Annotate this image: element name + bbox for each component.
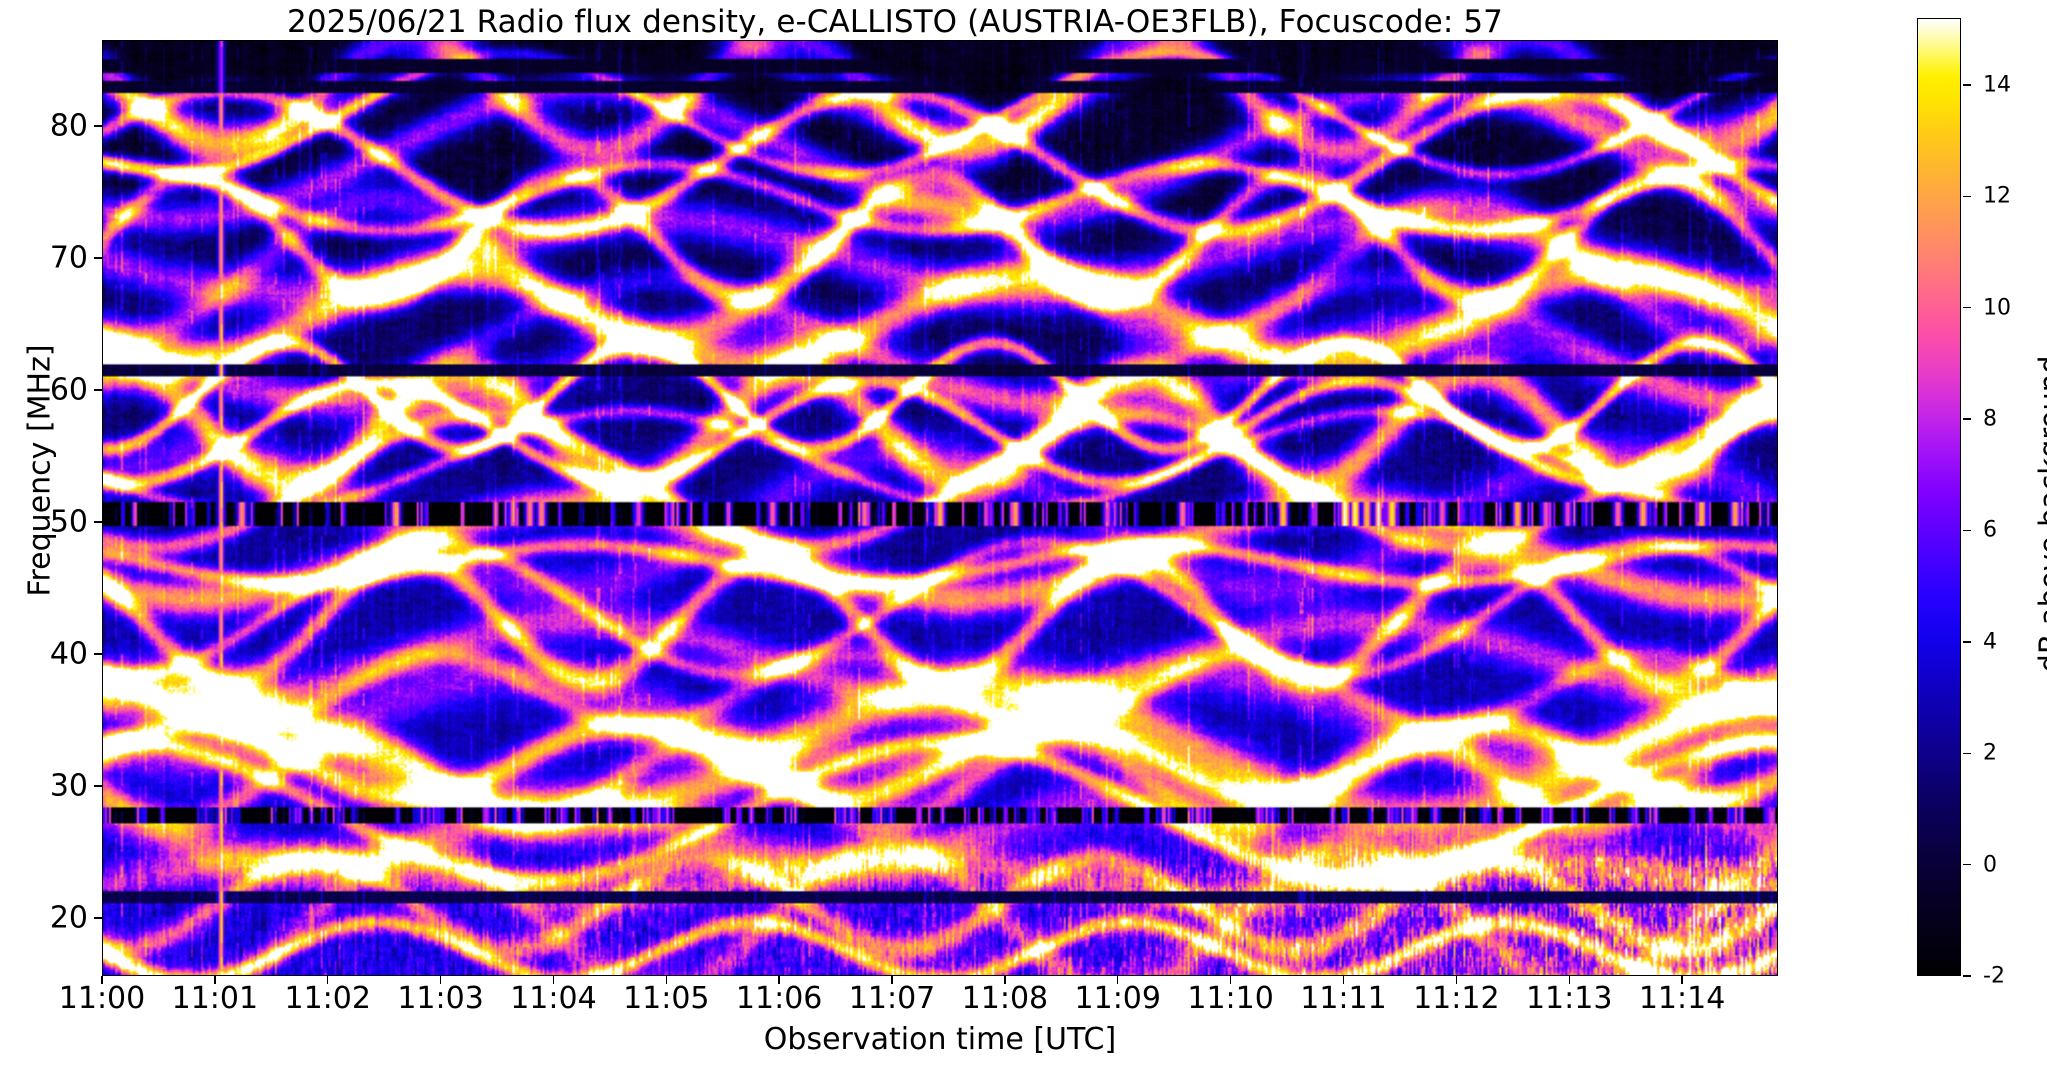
y-tick-label: 40	[49, 636, 88, 672]
x-tick-mark	[1342, 976, 1345, 984]
x-tick-label: 11:10	[1187, 981, 1274, 1016]
x-tick-label: 11:09	[1074, 981, 1161, 1016]
colorbar-tick-label: 2	[1983, 740, 1997, 766]
x-tick-mark	[1117, 976, 1119, 984]
y-tick-label: 50	[49, 504, 88, 540]
colorbar-label: dB above background	[2033, 355, 2047, 673]
x-tick-label: 11:04	[510, 981, 597, 1016]
colorbar-tick-label: 14	[1983, 72, 2011, 98]
colorbar	[1917, 18, 1961, 976]
y-tick-mark	[94, 917, 102, 919]
y-tick-label: 80	[49, 108, 88, 144]
colorbar-tick-mark	[1963, 195, 1971, 197]
x-tick-mark	[1229, 976, 1232, 984]
y-tick-label: 70	[49, 240, 88, 276]
colorbar-tick-mark	[1963, 641, 1971, 643]
x-tick-mark	[665, 976, 667, 984]
x-tick-label: 11:12	[1413, 981, 1500, 1016]
y-tick-label: 30	[49, 768, 88, 804]
x-tick-mark	[214, 976, 216, 984]
colorbar-tick-mark	[1963, 863, 1971, 866]
colorbar-tick-label: 12	[1983, 183, 2011, 209]
x-tick-mark	[439, 976, 442, 984]
x-tick-label: 11:05	[623, 981, 710, 1016]
x-tick-mark	[101, 976, 103, 984]
colorbar-tick-label: 8	[1983, 406, 1997, 432]
x-tick-label: 11:06	[735, 981, 823, 1016]
colorbar-tick-label: 4	[1983, 629, 1997, 655]
x-tick-mark	[552, 976, 555, 984]
x-tick-label: 11:07	[848, 981, 936, 1016]
y-tick-mark	[94, 653, 102, 655]
x-tick-mark	[327, 976, 329, 984]
y-tick-mark	[94, 257, 102, 259]
y-tick-mark	[94, 785, 102, 787]
x-tick-label: 11:00	[58, 981, 146, 1016]
colorbar-tick-label: 6	[1983, 517, 1997, 543]
x-tick-label: 11:02	[284, 981, 371, 1016]
y-tick-label: 60	[49, 372, 88, 408]
y-tick-mark	[94, 521, 102, 523]
x-tick-mark	[778, 976, 780, 984]
spectrogram-plot-area	[102, 40, 1778, 976]
spectrogram-image	[103, 41, 1777, 975]
x-axis-label: Observation time [UTC]	[763, 1022, 1117, 1057]
x-tick-label: 11:01	[171, 981, 259, 1016]
y-tick-mark	[94, 389, 102, 391]
colorbar-tick-mark	[1963, 84, 1971, 86]
x-tick-label: 11:11	[1300, 981, 1387, 1016]
x-tick-label: 11:08	[961, 981, 1049, 1016]
x-tick-label: 11:13	[1525, 981, 1613, 1016]
x-tick-mark	[1455, 976, 1458, 984]
colorbar-tick-mark	[1963, 418, 1971, 420]
x-tick-mark	[891, 976, 893, 984]
x-tick-mark	[1681, 976, 1683, 984]
colorbar-gradient	[1918, 19, 1960, 975]
x-tick-mark	[1568, 976, 1570, 984]
colorbar-tick-mark	[1963, 306, 1971, 309]
colorbar-tick-mark	[1963, 975, 1971, 977]
colorbar-tick-label: 10	[1983, 295, 2011, 321]
y-tick-mark	[94, 125, 102, 127]
x-tick-label: 11:03	[397, 981, 484, 1016]
colorbar-tick-label: 0	[1983, 852, 1997, 878]
colorbar-tick-mark	[1963, 752, 1971, 754]
colorbar-tick-mark	[1963, 529, 1971, 532]
x-tick-label: 11:14	[1638, 981, 1726, 1016]
y-tick-label: 20	[49, 900, 88, 936]
x-tick-mark	[1004, 976, 1006, 984]
page-title: 2025/06/21 Radio flux density, e-CALLIST…	[287, 4, 1503, 40]
colorbar-tick-label: -2	[1983, 963, 2005, 989]
